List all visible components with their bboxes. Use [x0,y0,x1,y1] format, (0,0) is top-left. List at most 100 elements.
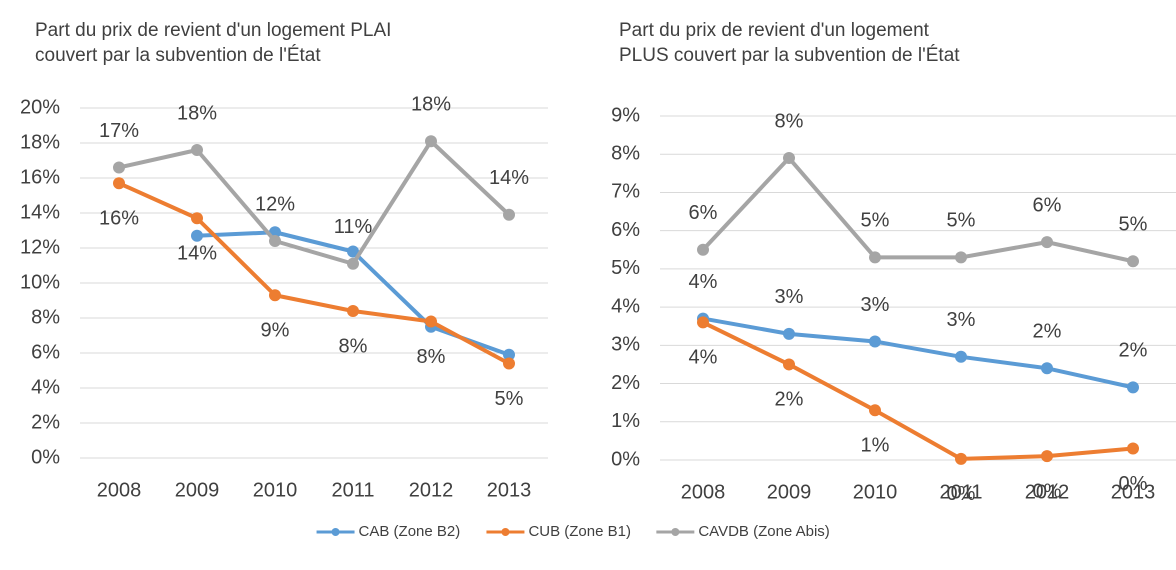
data-point [191,212,203,225]
data-label: 0% [1119,473,1148,495]
x-tick-label: 2010 [853,481,898,503]
data-point [783,358,795,371]
data-label: 2% [775,389,804,411]
y-tick-label: 2% [611,372,640,394]
chart-title: Part du prix de revient d'un logement PL… [35,20,391,41]
data-point [869,404,881,417]
data-label: 2% [1033,321,1062,343]
data-point [503,357,515,370]
data-point [191,229,203,242]
data-label: 5% [1119,214,1148,236]
data-point [503,348,515,361]
series-line [118,181,510,366]
data-point [191,144,203,156]
legend-label: CAB (Zone B2) [359,523,461,540]
x-tick-label: 2013 [487,479,532,501]
data-point [347,257,359,270]
series-line [701,156,1134,264]
x-tick-label: 2013 [1111,481,1156,503]
data-label: 18% [411,94,451,116]
data-point [697,316,709,329]
data-point [425,135,437,148]
data-point [113,177,125,190]
chart-title: couvert par la subvention de l'État [35,45,321,66]
data-label: 18% [177,102,217,124]
x-tick-label: 2008 [681,481,726,503]
legend-swatch-dot [331,528,340,536]
data-point [113,161,125,174]
data-label: 0% [947,483,976,505]
series-line [702,316,1134,390]
y-tick-label: 4% [611,295,640,317]
x-tick-label: 2008 [97,479,142,501]
x-tick-label: 2012 [409,479,454,501]
y-tick-label: 4% [31,376,60,398]
y-tick-label: 3% [611,334,640,356]
data-label: 14% [177,243,217,265]
data-point [955,452,967,465]
x-tick-label: 2009 [767,481,812,503]
y-tick-label: 16% [20,166,60,188]
data-point [1127,442,1139,455]
data-point [955,251,967,264]
data-label: 4% [689,271,718,293]
data-point [425,315,437,328]
data-point [503,208,515,221]
series-line [702,320,1134,461]
data-point [697,243,709,256]
data-label: 3% [861,294,890,316]
series-line [118,139,511,266]
data-label: 3% [947,309,976,331]
y-tick-label: 6% [611,219,640,241]
data-label: 16% [99,208,139,230]
y-tick-label: 5% [611,257,640,279]
chart-title: PLUS couvert par la subvention de l'État [619,45,960,66]
y-tick-label: 10% [20,271,60,293]
data-label: 2% [1119,340,1148,362]
data-point [783,327,795,340]
data-point [1041,236,1053,249]
y-tick-label: 9% [611,104,640,126]
legend-swatch-dot [671,528,680,536]
data-label: 1% [861,435,890,457]
data-label: 8% [339,335,368,357]
data-point [869,335,881,348]
data-label: 8% [775,110,804,132]
x-tick-label: 2009 [175,479,220,501]
data-point [269,235,281,247]
chart-title: Part du prix de revient d'un logement [619,20,930,41]
data-point [347,245,359,258]
y-tick-label: 0% [31,446,60,468]
data-label: 9% [261,320,290,342]
x-tick-label: 2011 [331,479,374,501]
data-point [1127,255,1139,268]
legend-swatch-dot [501,528,510,536]
data-label: 11% [334,216,373,238]
y-tick-label: 7% [611,181,640,203]
data-label: 8% [417,346,446,368]
data-point [347,305,359,317]
data-point [1041,362,1053,375]
y-tick-label: 6% [31,341,60,363]
data-label: 3% [775,286,804,308]
data-label: 12% [255,193,295,215]
y-tick-label: 20% [20,96,60,118]
y-tick-label: 12% [20,236,60,258]
data-label: 5% [861,210,890,232]
data-label: 6% [689,202,718,224]
y-tick-label: 0% [611,448,640,470]
x-tick-label: 2011 [939,481,982,503]
data-point [869,251,881,264]
data-point [783,152,795,165]
data-label: 0% [1033,480,1062,502]
data-point [955,350,967,363]
x-tick-label: 2012 [1025,481,1070,503]
y-tick-label: 8% [31,306,60,328]
y-tick-label: 8% [611,143,640,165]
y-tick-label: 1% [611,410,640,432]
y-tick-label: 14% [20,201,60,223]
x-tick-label: 2010 [253,479,298,501]
data-point [1041,450,1053,463]
data-point [1127,381,1139,394]
